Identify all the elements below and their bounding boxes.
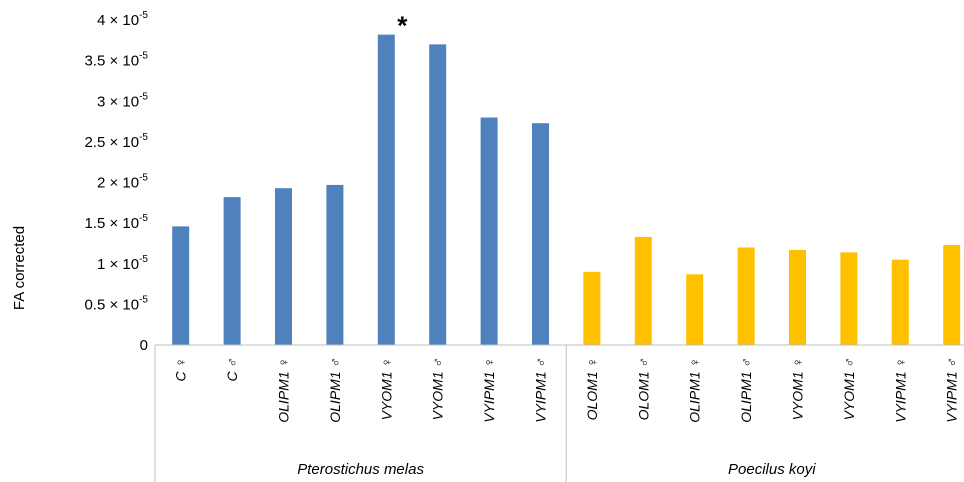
x-tick-label: OLIPM1 ♀ [276, 357, 292, 423]
y-tick-label: 2 × 10-5 [97, 173, 148, 192]
y-axis-label: FA corrected [11, 226, 28, 310]
bar [943, 245, 961, 345]
y-tick-label: 0.5 × 10-5 [84, 294, 148, 313]
bar [789, 249, 806, 345]
axes [154, 344, 964, 482]
y-tick-label: 1.5 × 10-5 [84, 213, 148, 232]
x-tick-label: C ♀ [173, 357, 189, 382]
y-tick-label: 3.5 × 10-5 [84, 51, 148, 70]
x-tick-label: VYOM1 ♂ [841, 357, 857, 420]
x-tick-label: OLIPM1 ♂ [327, 357, 343, 423]
bar [634, 236, 652, 345]
x-axis-labels: C ♀ C ♂ OLIPM1 ♀ OLIPM1 ♂ VYOM1 ♀ VYOM1 ♂ VYIP… [173, 357, 960, 423]
bars [172, 34, 961, 345]
x-tick-label: VYIPM1 ♂ [533, 357, 549, 423]
bar [377, 34, 395, 345]
y-tick-label: 0 [140, 337, 148, 354]
bar [429, 44, 447, 345]
x-tick-label: OLIPM1 ♀ [687, 357, 703, 423]
bar [583, 271, 601, 345]
bar [891, 259, 909, 345]
y-tick-label: 4 × 10-5 [97, 10, 148, 29]
bar [275, 188, 292, 345]
annotations: * [397, 11, 408, 41]
significance-annotation: * [397, 11, 408, 41]
x-tick-label: VYIPM1 ♀ [481, 357, 497, 423]
x-tick-label: VYOM1 ♂ [430, 357, 446, 420]
group-label: Poecilus koyi [728, 461, 816, 478]
x-tick-label: VYIPM1 ♂ [944, 357, 960, 423]
bar [686, 274, 704, 345]
bar [840, 252, 858, 345]
group-labels: Pterostichus melas Poecilus koyi [297, 461, 816, 478]
x-tick-label: VYOM1 ♀ [790, 357, 806, 420]
x-tick-label: OLOM1 ♂ [635, 357, 651, 420]
x-tick-label: VYOM1 ♀ [378, 357, 394, 420]
y-axis-ticks: 0 0.5 × 10-5 1 × 10-5 1.5 × 10-5 2 × 10-5 2.5… [84, 10, 148, 354]
x-tick-label: OLIPM1 ♂ [738, 357, 754, 423]
bar [326, 184, 344, 345]
x-tick-label: C ♂ [224, 357, 240, 382]
y-tick-label: 3 × 10-5 [97, 91, 148, 110]
x-tick-label: VYIPM1 ♀ [892, 357, 908, 423]
bar [223, 197, 241, 345]
bar [532, 123, 549, 345]
group-label: Pterostichus melas [297, 461, 424, 478]
bar [172, 226, 190, 345]
y-tick-label: 1 × 10-5 [97, 254, 148, 273]
x-tick-label: OLOM1 ♀ [584, 357, 600, 420]
bar [737, 247, 755, 345]
bar [480, 117, 498, 345]
y-tick-label: 2.5 × 10-5 [84, 132, 148, 151]
